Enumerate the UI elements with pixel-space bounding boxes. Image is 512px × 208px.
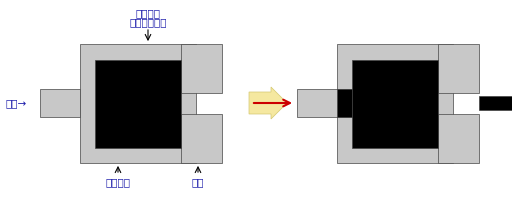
Bar xyxy=(297,89,352,117)
Bar xyxy=(438,114,479,163)
Text: コンテナ: コンテナ xyxy=(105,177,131,187)
Text: ビレット: ビレット xyxy=(136,8,160,18)
Bar xyxy=(40,89,80,117)
Bar xyxy=(479,96,512,110)
Bar xyxy=(80,44,196,163)
Bar xyxy=(95,60,181,148)
Text: ラム→: ラム→ xyxy=(5,98,26,108)
Bar xyxy=(337,89,352,117)
Bar xyxy=(181,44,222,93)
FancyArrow shape xyxy=(249,87,287,119)
Bar xyxy=(337,44,453,163)
Text: （被加工材）: （被加工材） xyxy=(129,17,167,27)
Bar xyxy=(352,60,438,148)
Bar xyxy=(181,114,222,163)
Text: ダイ: ダイ xyxy=(192,177,204,187)
Bar xyxy=(438,44,479,93)
